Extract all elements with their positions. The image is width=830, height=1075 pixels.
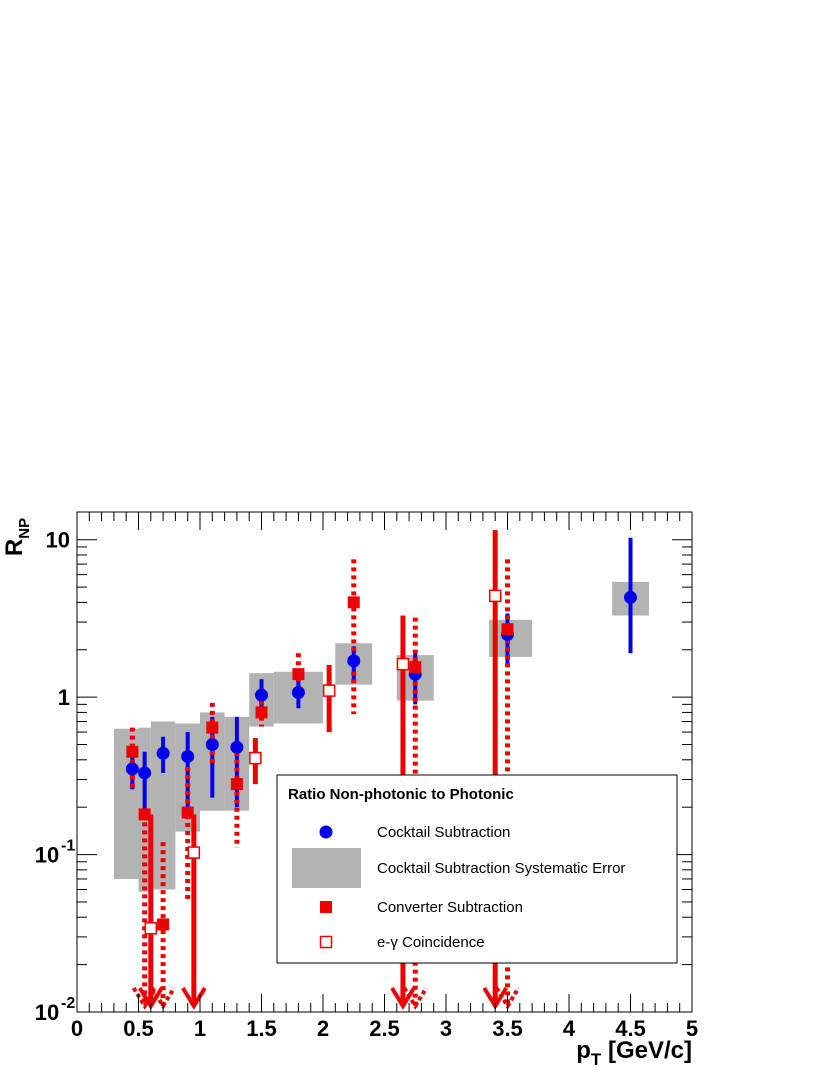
data-point-converter: [181, 806, 194, 819]
y-tick-label-exponent: -1: [61, 838, 75, 855]
upper-limit-arrow: [402, 986, 428, 1010]
data-point-cocktail: [181, 749, 195, 763]
x-tick-label: 0.5: [123, 1016, 154, 1041]
y-tick-label: 1: [58, 685, 70, 710]
x-tick-label: 4.5: [615, 1016, 646, 1041]
data-point-converter: [409, 661, 422, 674]
data-point-cocktail: [156, 746, 170, 760]
tick-layer: [76, 512, 693, 1013]
data-point-converter: [255, 706, 268, 719]
legend: Ratio Non-photonic to Photonic Cocktail …: [276, 774, 678, 964]
legend-entry-label: Converter Subtraction: [377, 899, 523, 916]
data-point-coincidence: [187, 846, 201, 859]
data-point-converter: [230, 778, 243, 791]
data-point-cocktail: [624, 590, 637, 604]
legend-marker-open-square: [319, 935, 333, 949]
legend-entry-label: Cocktail Subtraction Systematic Error: [377, 860, 625, 877]
upper-limit-arrow: [390, 986, 416, 1010]
data-point-coincidence: [322, 684, 336, 697]
data-point-coincidence: [396, 657, 410, 671]
legend-entry-label: e-γ Coincidence: [377, 934, 485, 951]
x-tick-label: 3: [440, 1016, 452, 1041]
data-point-converter: [157, 918, 170, 931]
data-point-cocktail: [125, 762, 139, 776]
data-point-cocktail: [291, 686, 305, 700]
data-point-cocktail: [255, 688, 268, 702]
x-tick-label: 0: [71, 1016, 83, 1041]
x-tick-label: 4: [563, 1016, 576, 1041]
x-tick-label: 3.5: [492, 1016, 523, 1041]
y-tick-label: 10: [46, 528, 70, 553]
y-tick-label: 10: [35, 1000, 59, 1025]
marker-layer: [125, 589, 637, 935]
data-point-converter: [292, 668, 305, 681]
data-point-converter: [138, 808, 151, 821]
x-axis-title: pT [GeV/c]: [576, 1037, 692, 1069]
data-point-cocktail: [347, 654, 361, 668]
x-tick-label: 5: [686, 1016, 698, 1041]
data-point-converter: [126, 745, 139, 758]
x-tick-label: 2: [317, 1016, 329, 1041]
legend-entry-label: Cocktail Subtraction: [377, 824, 510, 841]
y-tick-label: 10: [35, 843, 59, 868]
data-point-cocktail: [138, 766, 152, 780]
x-tick-label: 1: [194, 1016, 206, 1041]
x-tick-labels: 0 0.5 1 1.5 2 2.5 3 3.5 4 4.5 5: [71, 1016, 698, 1041]
data-point-cocktail: [230, 740, 244, 754]
legend-entries: Cocktail Subtraction Cocktail Subtraction…: [292, 824, 625, 951]
data-point-converter: [206, 721, 219, 734]
legend-marker-square: [320, 901, 332, 913]
data-point-coincidence: [488, 589, 502, 603]
x-tick-label: 1.5: [246, 1016, 277, 1041]
data-point-cocktail: [205, 738, 219, 752]
y-tick-label-exponent: -2: [61, 995, 75, 1012]
x-tick-label: 2.5: [369, 1016, 400, 1041]
data-point-converter: [501, 623, 514, 636]
legend-marker-circle: [319, 825, 333, 839]
y-axis-title: RNP: [1, 518, 33, 556]
data-point-converter: [347, 596, 360, 609]
upper-limit-arrow: [181, 986, 207, 1010]
data-point-coincidence: [249, 751, 262, 765]
legend-title: Ratio Non-photonic to Photonic: [288, 786, 514, 803]
data-point-coincidence: [144, 922, 158, 935]
legend-marker-box: [292, 848, 361, 888]
